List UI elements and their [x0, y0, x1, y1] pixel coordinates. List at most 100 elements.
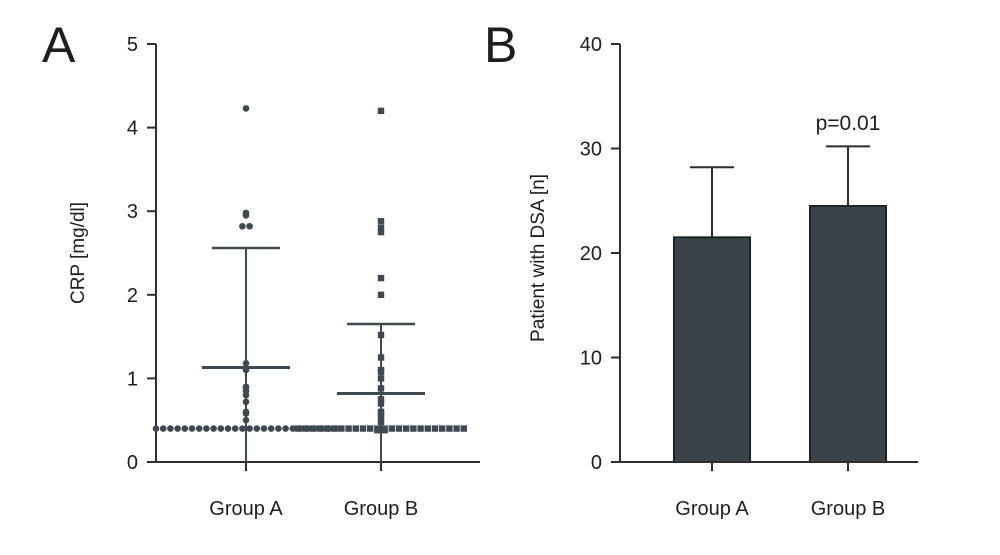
- panel-a-point-square: [377, 368, 385, 375]
- panel-b-x-tick-label: Group B: [811, 498, 885, 520]
- panel-a-point-circle: [159, 425, 167, 432]
- panel-b-x-tick-label: Group A: [675, 498, 749, 520]
- panel-a-point-circle: [231, 425, 239, 432]
- panel-a-point-square: [377, 331, 385, 339]
- panel-a-y-axis-title: CRP [mg/dl]: [68, 202, 89, 304]
- panel-a-point-square: [316, 425, 323, 432]
- panel-b-annotations: p=0.01: [816, 112, 881, 135]
- panel-a-point-circle: [152, 425, 160, 432]
- panel-a-point-square: [424, 425, 431, 432]
- panel-a-point-square: [377, 274, 385, 282]
- panel-a-point-circle: [242, 410, 250, 417]
- panel-a-point-circle: [242, 416, 250, 424]
- panel-a-y-tick-label: 5: [127, 34, 138, 56]
- panel-a-point-circle: [253, 425, 261, 432]
- panel-a-point-circle: [174, 425, 181, 432]
- panel-a-point-square: [377, 418, 385, 426]
- panel-b-y-tick-label: 20: [580, 243, 602, 265]
- panel-a-point-square: [403, 425, 410, 432]
- panel-a-point-circle: [242, 105, 250, 112]
- panel-b-y-axis-title: Patient with DSA [n]: [528, 174, 549, 342]
- panel-a-y-tick-label: 1: [127, 368, 138, 390]
- panel-a-point-square: [377, 107, 385, 115]
- panel-b-bar: [809, 204, 887, 463]
- panel-a-point-square: [377, 415, 385, 422]
- panel-b-p-value-label: p=0.01: [816, 112, 881, 135]
- panel-a-point-circle: [224, 425, 232, 432]
- panel-b-y-tick-label: 30: [580, 139, 602, 161]
- panel-a-point-square: [431, 425, 439, 432]
- panel-a-point-square: [377, 291, 385, 298]
- panel-a-point-square: [453, 425, 460, 432]
- panel-a-point-circle: [195, 425, 203, 432]
- panel-a-point-circle: [246, 222, 253, 230]
- panel-b-error-bars: [690, 145, 870, 238]
- panel-b-dsa-bars: B Patient with DSA [n] 0 10 20 30 40 Group A G…: [484, 17, 918, 520]
- panel-a-point-square: [410, 425, 417, 432]
- panel-a-mean-lines: [202, 366, 425, 395]
- panel-a-tick-labels: 0 1 2 3 4 5 Group A Group B: [127, 34, 418, 520]
- panel-a-point-circle: [181, 425, 189, 432]
- panel-a-point-square: [377, 224, 385, 232]
- panel-a-point-square: [460, 425, 467, 432]
- panel-a-point-square: [367, 425, 374, 432]
- panel-a-point-square: [377, 218, 385, 225]
- panel-a-point-square: [446, 425, 453, 432]
- panel-a-letter: A: [42, 17, 76, 73]
- panel-a-y-tick-label: 2: [127, 285, 138, 307]
- panel-a-point-circle: [242, 212, 250, 219]
- panel-a-point-square: [388, 425, 395, 432]
- panel-a-point-square: [331, 425, 338, 432]
- panel-a-point-circle: [267, 425, 275, 432]
- panel-a-y-tick-label: 4: [127, 118, 138, 140]
- panel-a-point-square: [345, 425, 352, 432]
- panel-b-y-tick-label: 10: [580, 348, 602, 370]
- panel-a-point-square: [395, 425, 403, 432]
- panel-b-y-tick-label: 0: [591, 452, 602, 474]
- panel-a-axes: [147, 43, 480, 471]
- panel-a-point-circle: [289, 425, 297, 432]
- panel-a-point-square: [417, 425, 424, 432]
- panel-a-point-circle: [242, 360, 250, 367]
- panel-a-point-square: [359, 425, 367, 432]
- panel-a-point-circle: [167, 425, 174, 432]
- panel-a-point-square: [377, 396, 385, 403]
- panel-a-point-square: [295, 425, 302, 432]
- panel-b-bar: [673, 236, 751, 463]
- panel-a-point-circle: [210, 425, 217, 432]
- panel-a-point-square: [374, 427, 381, 434]
- panel-a-point-square: [338, 425, 345, 432]
- panel-a-point-square: [377, 375, 385, 382]
- panel-a-point-circle: [246, 425, 253, 432]
- panel-a-point-circle: [203, 425, 210, 432]
- panel-a-point-square: [377, 400, 385, 407]
- panel-b-tick-labels: 0 10 20 30 40 Group A Group B: [580, 34, 885, 520]
- panel-a-point-square: [377, 354, 385, 361]
- panel-a-point-circle: [242, 391, 250, 399]
- panel-a-point-circle: [188, 425, 196, 432]
- panel-a-point-circle: [260, 425, 268, 432]
- panel-a-point-square: [302, 425, 309, 432]
- panel-a-point-square: [323, 425, 331, 432]
- panel-a-crp-scatter: A CRP [mg/dl] 0 1 2 3 4 5 Group A Group B: [42, 17, 480, 520]
- panel-b-bars: [673, 204, 887, 463]
- panel-a-data-points: [152, 105, 467, 434]
- panel-a-point-circle: [217, 425, 225, 432]
- panel-a-point-square: [309, 425, 316, 432]
- panel-a-point-circle: [239, 222, 246, 230]
- panel-a-y-tick-label: 0: [127, 452, 138, 474]
- panel-a-y-tick-label: 3: [127, 201, 138, 223]
- panel-a-point-circle: [282, 425, 289, 432]
- panel-a-point-square: [377, 228, 385, 236]
- panel-a-point-square: [439, 425, 446, 432]
- panel-a-point-circle: [239, 425, 246, 432]
- panel-a-x-tick-label: Group B: [344, 498, 418, 520]
- panel-b-letter: B: [484, 17, 517, 73]
- panel-a-point-square: [377, 385, 385, 392]
- panel-a-point-square: [352, 425, 359, 432]
- panel-a-point-circle: [242, 398, 250, 406]
- panel-a-point-square: [381, 427, 388, 434]
- panel-a-point-circle: [275, 425, 282, 432]
- panel-a-point-square: [377, 410, 385, 417]
